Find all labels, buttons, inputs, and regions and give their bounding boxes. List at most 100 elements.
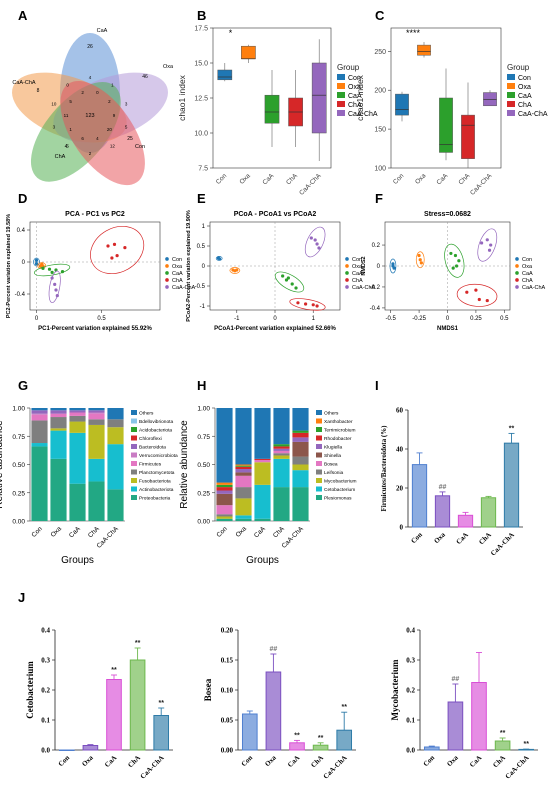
legend-swatch [316,427,322,432]
x-tick-label: CaA-ChA [96,525,121,550]
bar-chart-J1: 0.0 0.1 0.2 0.3 0.4 Cetobacterium Con Oxa ** CaA *… [25,627,173,781]
legend-marker [345,271,349,275]
x-tick-label: 0 [446,316,450,322]
point-CaA [41,266,45,270]
legend-entry: Mycobacterium [324,479,357,485]
legend-marker [345,264,349,268]
point-CaA [290,282,294,286]
legend-swatch [507,92,515,98]
y-axis-label: chao1 index [177,74,187,121]
bar-segment-Planctomycetota [88,419,105,425]
bar-segment-Terrimicrobium [216,484,233,488]
legend-swatch [507,74,515,80]
bar-Con [241,713,258,751]
panel-letter-C: C [375,8,385,23]
bar-CaA [289,742,305,751]
point-CaA [60,270,65,274]
bar-CaA [471,682,487,751]
legend-swatch [337,92,345,98]
y-axis-label: Bosea [203,678,213,701]
y-tick-label: 0.3 [41,657,50,665]
legend-entry: CaA [352,271,363,277]
y-tick-label: 0.5 [197,244,206,250]
significance-annotation: ## [452,676,460,683]
point-CaA [457,259,461,263]
bar-segment-Plesiomonas [235,518,252,521]
venn-overlap-count: 20 [107,127,113,132]
point-ChA [123,246,127,250]
point-CaA-ChA [315,242,319,246]
y-tick-label: 0.0 [41,747,50,755]
legend-entry: ChA [522,278,533,284]
confidence-ellipse-Oxa [229,267,241,274]
bar-segment-Bacteroidota [88,410,105,413]
bar-segment-Klugiella [292,437,309,442]
point-CaA-ChA [309,236,313,240]
bar-segment-Shinella [292,441,309,457]
bar-ChA [494,740,511,751]
legend-entry: Others [324,411,339,417]
significance-annotation: ** [111,667,117,674]
legend-swatch [337,74,345,80]
bar-ChA [129,659,146,751]
y-tick-label: 0.20 [221,627,234,635]
legend-entry: Bdellovibrionota [139,419,173,425]
x-tick-label: ChA [126,754,142,770]
bar-segment-Plesiomonas [254,518,271,521]
legend-entry: Rhodobacter [324,436,352,442]
panel-letter-B: B [197,8,206,23]
bar-segment-Mycobacterium [292,464,309,471]
bar-segment-Bosea [235,475,252,488]
bar-segment-Xanthobacter [216,482,233,485]
point-CaA [294,286,298,290]
legend-marker [515,264,519,268]
venn-unique-count: 4 [65,144,68,150]
bar-segment-Bosea [273,450,290,454]
legend-marker [165,257,169,261]
x-tick-label: ChA [491,754,507,770]
venn-overlap-count: 3 [125,101,128,106]
venn-overlap-count: 0 [66,82,69,87]
y-tick-label: 0.2 [406,687,415,695]
significance-annotation: ** [341,704,347,711]
x-tick-label: Con [57,754,72,769]
bar-segment-Planctomycetota [107,419,124,428]
bar-segment-Rhodobacter [216,487,233,491]
y-tick-label: 0.0 [406,747,415,755]
y-tick-label: 0.2 [41,687,50,695]
legend-entry: Fusobacteriota [139,479,171,485]
point-CaA-ChA [50,276,54,280]
y-tick-label: 0.1 [406,717,415,725]
panel-letter-J: J [18,590,25,605]
scatter-D: PCA - PC1 vs PC2 0 0.5 -0.4 0 0.4 PC1-Percent … [6,211,196,332]
legend-entry: Oxa [172,264,183,270]
bar-CaA [106,679,122,751]
point-Con [34,262,39,266]
significance-annotation: ** [158,700,164,707]
legend-marker [165,285,169,289]
bar-segment-Others [69,408,86,411]
y-tick-label: 0.1 [41,717,50,725]
x-tick-label: 0 [35,316,39,322]
y-tick-label: 12.5 [194,96,208,103]
confidence-ellipse-ChA [90,226,145,274]
y-tick-label: 0.00 [12,519,25,526]
stacked-bar-H: 0.00 0.25 0.50 0.75 1.00 Relative abundance Gr… [179,406,357,567]
y-tick-label: 0.00 [221,747,234,755]
bar-segment-Actinobacteriota [88,458,105,482]
x-tick-label: 0.5 [97,316,106,322]
bar-Con [58,749,75,751]
venn-overlap-count: 11 [64,113,69,118]
y-tick-label: 0.15 [221,657,234,665]
y-axis-label: Mycobacterium [390,659,400,720]
x-tick-label: CaA-ChA [504,754,531,781]
legend-swatch [316,495,322,500]
x-tick-label: -0.5 [386,316,397,322]
box-Con [395,93,409,116]
box-Con [217,69,233,81]
x-tick-label: 0.25 [470,316,482,322]
bar-segment-Plesiomonas [292,487,309,521]
legend-marker [345,278,349,282]
y-tick-label: 0.25 [12,490,25,497]
panel-letter-I: I [375,378,379,393]
